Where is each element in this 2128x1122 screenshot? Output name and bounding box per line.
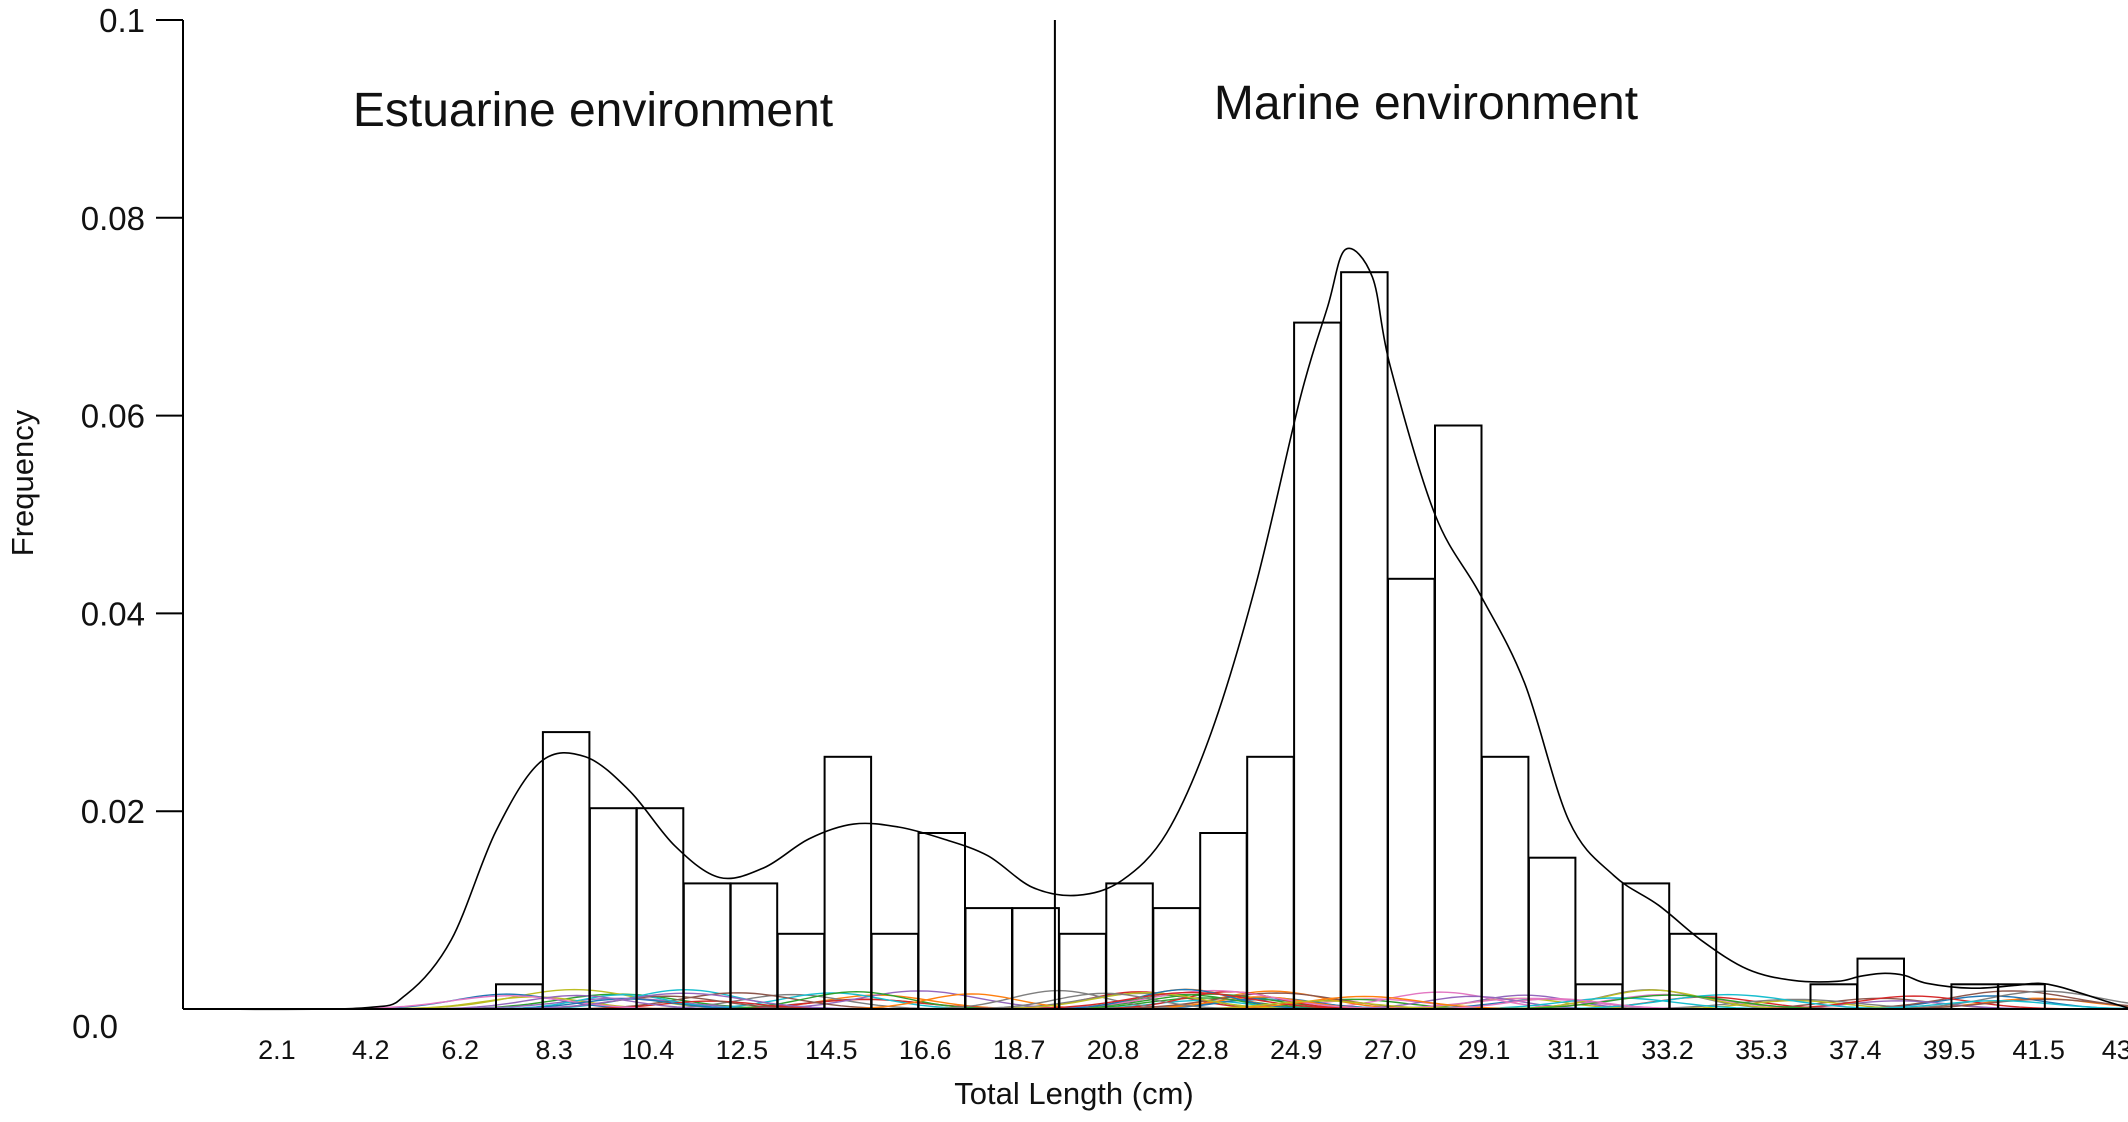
x-tick-label: 10.4 (622, 1035, 675, 1065)
histogram-bar (1012, 908, 1059, 1009)
x-tick-label: 35.3 (1735, 1035, 1788, 1065)
x-tick-label: 12.5 (716, 1035, 769, 1065)
y-tick-label: 0.1 (99, 2, 145, 39)
histogram-bar (1247, 757, 1294, 1009)
density-curve (183, 248, 2128, 1009)
region-label-marine: Marine environment (1214, 77, 1638, 130)
x-tick-label: 2.1 (258, 1035, 296, 1065)
x-tick-label: 24.9 (1270, 1035, 1323, 1065)
histogram-bar (590, 808, 637, 1009)
histogram-bar (1341, 272, 1388, 1009)
chart-labels: Estuarine environment Marine environment… (5, 77, 1638, 1111)
histogram-bar (637, 808, 684, 1009)
histogram-bar (825, 757, 872, 1009)
x-tick-label: 20.8 (1087, 1035, 1140, 1065)
x-tick-label: 14.5 (805, 1035, 858, 1065)
histogram-bar (731, 883, 778, 1009)
histogram-bars (496, 272, 2045, 1009)
component-curves (335, 989, 2128, 1009)
density-curve-group (183, 248, 2128, 1009)
y-axis-label: Frequency (5, 409, 40, 556)
y-tick-label: 0.04 (81, 595, 145, 632)
y-tick-label: 0.02 (81, 793, 145, 830)
x-axis-label: Total Length (cm) (954, 1076, 1194, 1111)
histogram-bar (919, 833, 966, 1009)
histogram-bar (1482, 757, 1529, 1009)
x-tick-label: 4.2 (352, 1035, 390, 1065)
x-tick-label: 43.5 (2102, 1035, 2128, 1065)
x-tick-label: 8.3 (535, 1035, 573, 1065)
y-tick-label: 0.0 (72, 1008, 118, 1045)
x-tick-label: 31.1 (1547, 1035, 1600, 1065)
histogram-bar (1388, 579, 1435, 1009)
histogram-bar (1106, 883, 1153, 1009)
histogram-bar (1294, 323, 1341, 1009)
histogram-bar (543, 732, 590, 1009)
x-tick-label: 29.1 (1458, 1035, 1511, 1065)
x-tick-label: 6.2 (441, 1035, 479, 1065)
x-tick-label: 22.8 (1176, 1035, 1229, 1065)
histogram-bar (1529, 858, 1576, 1009)
x-tick-label: 37.4 (1829, 1035, 1882, 1065)
region-label-estuarine: Estuarine environment (353, 84, 833, 137)
x-tick-label: 39.5 (1923, 1035, 1976, 1065)
x-tick-label: 41.5 (2012, 1035, 2065, 1065)
x-tick-label: 18.7 (993, 1035, 1046, 1065)
x-tick-label: 33.2 (1641, 1035, 1694, 1065)
axes: 0.0 0.02 0.04 0.06 0.08 0.1 2.1 4.2 6.2 8.3 10.4 12… (72, 2, 2128, 1065)
y-tick-label: 0.08 (81, 200, 145, 237)
x-tick-label: 16.6 (899, 1035, 952, 1065)
histogram-bar (1435, 426, 1482, 1010)
x-tick-label: 27.0 (1364, 1035, 1417, 1065)
y-tick-label: 0.06 (81, 398, 145, 435)
histogram-bar (1200, 833, 1247, 1009)
